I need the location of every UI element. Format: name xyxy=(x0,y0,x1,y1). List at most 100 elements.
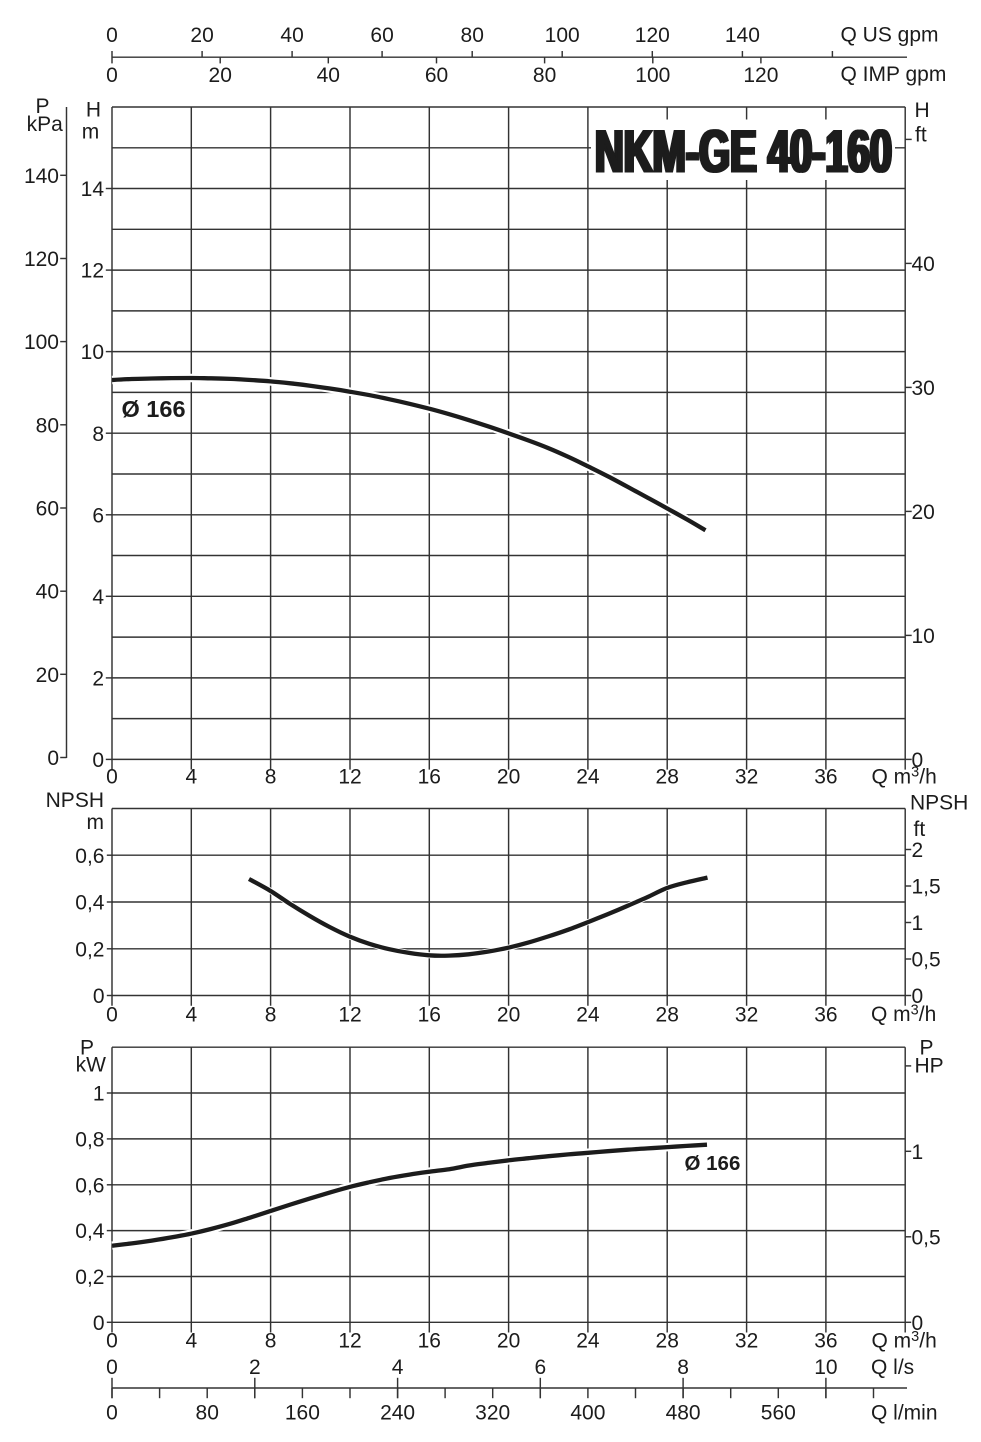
svg-text:20: 20 xyxy=(912,501,935,524)
svg-text:10: 10 xyxy=(81,341,104,364)
svg-text:20: 20 xyxy=(36,664,59,687)
svg-text:400: 400 xyxy=(570,1401,605,1424)
svg-text:kW: kW xyxy=(76,1054,107,1077)
svg-text:2: 2 xyxy=(92,667,104,690)
svg-text:20: 20 xyxy=(497,1003,520,1026)
svg-text:0,4: 0,4 xyxy=(75,892,105,915)
svg-text:0: 0 xyxy=(47,747,59,770)
svg-text:40: 40 xyxy=(280,24,303,47)
svg-text:120: 120 xyxy=(635,24,670,47)
svg-text:4: 4 xyxy=(92,586,104,609)
svg-text:24: 24 xyxy=(576,1003,600,1026)
svg-text:0: 0 xyxy=(106,1003,118,1026)
svg-text:60: 60 xyxy=(370,24,393,47)
svg-text:0,5: 0,5 xyxy=(912,1226,941,1249)
svg-text:Q m3/h: Q m3/h xyxy=(872,1329,937,1353)
svg-text:1: 1 xyxy=(912,1141,924,1164)
svg-text:0,5: 0,5 xyxy=(912,949,941,972)
svg-text:40: 40 xyxy=(912,253,935,276)
svg-text:32: 32 xyxy=(735,1330,758,1353)
svg-text:H: H xyxy=(915,99,930,122)
svg-text:40: 40 xyxy=(36,581,59,604)
svg-text:20: 20 xyxy=(209,64,232,87)
svg-text:28: 28 xyxy=(656,1003,679,1026)
svg-text:NKM-GE 40-160: NKM-GE 40-160 xyxy=(596,118,893,185)
svg-text:160: 160 xyxy=(285,1401,320,1424)
svg-text:0,6: 0,6 xyxy=(75,845,104,868)
svg-text:12: 12 xyxy=(81,260,104,283)
svg-text:20: 20 xyxy=(190,24,213,47)
svg-text:Q l/min: Q l/min xyxy=(871,1402,938,1425)
svg-text:24: 24 xyxy=(576,765,600,788)
svg-text:80: 80 xyxy=(36,414,59,437)
svg-text:28: 28 xyxy=(656,1330,679,1353)
svg-text:m: m xyxy=(82,121,100,144)
svg-text:20: 20 xyxy=(497,1330,520,1353)
svg-text:P: P xyxy=(920,1037,934,1060)
svg-text:2: 2 xyxy=(912,839,924,862)
svg-text:8: 8 xyxy=(265,1330,277,1353)
svg-text:4: 4 xyxy=(185,765,197,788)
svg-text:12: 12 xyxy=(338,1330,361,1353)
svg-text:NKM-GE 40-160: NKM-GE 40-160 xyxy=(594,118,891,185)
svg-text:4: 4 xyxy=(185,1003,197,1026)
svg-text:8: 8 xyxy=(92,423,104,446)
svg-text:60: 60 xyxy=(36,498,59,521)
svg-text:Q m3/h: Q m3/h xyxy=(872,765,937,789)
svg-text:560: 560 xyxy=(761,1401,796,1424)
svg-text:80: 80 xyxy=(196,1401,219,1424)
svg-text:80: 80 xyxy=(461,24,484,47)
svg-text:60: 60 xyxy=(425,64,448,87)
svg-text:0: 0 xyxy=(106,64,118,87)
svg-text:0,6: 0,6 xyxy=(75,1174,104,1197)
svg-text:140: 140 xyxy=(24,165,59,188)
svg-text:0: 0 xyxy=(106,24,118,47)
svg-text:36: 36 xyxy=(814,765,837,788)
svg-text:ft: ft xyxy=(915,124,927,147)
svg-text:0,4: 0,4 xyxy=(75,1220,105,1243)
svg-text:480: 480 xyxy=(666,1401,701,1424)
svg-text:8: 8 xyxy=(265,765,277,788)
svg-text:10: 10 xyxy=(814,1356,837,1379)
svg-text:120: 120 xyxy=(24,248,59,271)
svg-text:Q IMP gpm: Q IMP gpm xyxy=(841,63,947,86)
svg-text:0,8: 0,8 xyxy=(75,1129,104,1152)
svg-text:Ø 166: Ø 166 xyxy=(685,1152,741,1175)
svg-text:28: 28 xyxy=(656,765,679,788)
svg-text:ft: ft xyxy=(914,818,926,841)
svg-text:16: 16 xyxy=(418,1003,441,1026)
svg-text:0: 0 xyxy=(912,1312,924,1335)
svg-text:NPSH: NPSH xyxy=(910,792,968,815)
svg-text:10: 10 xyxy=(912,625,935,648)
svg-text:Ø 166: Ø 166 xyxy=(122,396,186,422)
svg-text:140: 140 xyxy=(725,24,760,47)
svg-text:32: 32 xyxy=(735,1003,758,1026)
svg-text:0: 0 xyxy=(106,1330,118,1353)
svg-text:0: 0 xyxy=(106,765,118,788)
svg-text:120: 120 xyxy=(743,64,778,87)
svg-text:40: 40 xyxy=(317,64,340,87)
svg-text:8: 8 xyxy=(265,1003,277,1026)
svg-text:0: 0 xyxy=(93,985,105,1008)
svg-text:30: 30 xyxy=(912,377,935,400)
svg-text:1: 1 xyxy=(93,1083,105,1106)
svg-text:14: 14 xyxy=(81,178,105,201)
svg-text:Q m3/h: Q m3/h xyxy=(871,1003,936,1027)
svg-text:P: P xyxy=(80,1037,94,1060)
svg-text:16: 16 xyxy=(418,765,441,788)
svg-text:0: 0 xyxy=(106,1356,118,1379)
svg-text:HP: HP xyxy=(915,1055,944,1078)
svg-text:240: 240 xyxy=(380,1401,415,1424)
svg-text:36: 36 xyxy=(814,1330,837,1353)
svg-text:1,5: 1,5 xyxy=(912,876,941,899)
svg-text:0,2: 0,2 xyxy=(75,938,104,961)
svg-text:6: 6 xyxy=(534,1356,546,1379)
svg-text:32: 32 xyxy=(735,765,758,788)
svg-text:100: 100 xyxy=(545,24,580,47)
svg-text:100: 100 xyxy=(635,64,670,87)
svg-text:320: 320 xyxy=(475,1401,510,1424)
svg-text:2: 2 xyxy=(249,1356,261,1379)
svg-text:4: 4 xyxy=(392,1356,404,1379)
svg-text:kPa: kPa xyxy=(27,113,64,136)
svg-text:80: 80 xyxy=(533,64,556,87)
